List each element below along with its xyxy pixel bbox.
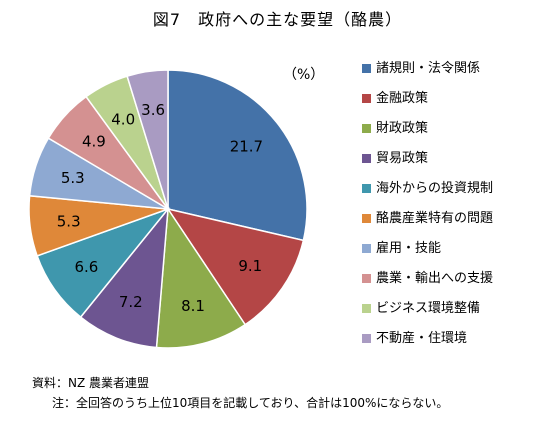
legend-label: 貿易政策 — [376, 151, 429, 166]
legend-swatch — [362, 274, 371, 283]
pie-data-label-6: 5.3 — [57, 212, 81, 230]
pie-slice-2 — [166, 207, 305, 326]
legend-label: 海外からの投資規制 — [376, 181, 494, 196]
legend-swatch — [362, 154, 371, 163]
legend-label: 不動産・住環境 — [376, 331, 468, 346]
pie-data-label-1: 21.7 — [230, 138, 263, 156]
pie-slice-1 — [167, 69, 308, 242]
pie-data-label-9: 4.0 — [111, 111, 135, 129]
pie-data-label-4: 7.2 — [119, 293, 143, 311]
legend-swatch — [362, 124, 371, 133]
footnote: 注：全回答のうち上位10項目を記載しており、合計は100%にならない。 — [52, 396, 449, 410]
chart-title: 図7 政府への主な要望（酪農） — [152, 10, 403, 29]
legend-label: ビジネス環境整備 — [376, 301, 481, 316]
legend-label: 金融政策 — [376, 91, 429, 106]
legend-label: 農業・輸出への支援 — [376, 271, 494, 286]
pie-data-label-5: 6.6 — [74, 258, 98, 276]
legend-swatch — [362, 304, 371, 313]
unit-label: （%） — [283, 67, 325, 83]
legend-swatch — [362, 334, 371, 343]
legend-swatch — [362, 64, 371, 73]
pie-data-label-3: 8.1 — [181, 297, 205, 315]
source-note: 資料：NZ 農業者連盟 — [32, 376, 150, 390]
legend-swatch — [362, 184, 371, 193]
pie-data-label-8: 4.9 — [82, 133, 106, 151]
pie-slice-3 — [155, 206, 247, 349]
legend-swatch — [362, 214, 371, 223]
pie-data-label-2: 9.1 — [238, 257, 262, 275]
legend-label: 財政政策 — [376, 121, 429, 136]
legend-label: 酪農産業特有の問題 — [376, 211, 494, 226]
legend-swatch — [362, 94, 371, 103]
pie-slice-10 — [126, 69, 169, 210]
legend-swatch — [362, 244, 371, 253]
legend-label: 諸規則・法令関係 — [376, 61, 481, 76]
pie-data-label-10: 3.6 — [141, 101, 165, 119]
legend-label: 雇用・技能 — [376, 241, 442, 256]
pie-data-label-7: 5.3 — [61, 169, 85, 187]
pie-slice-4 — [79, 206, 169, 349]
